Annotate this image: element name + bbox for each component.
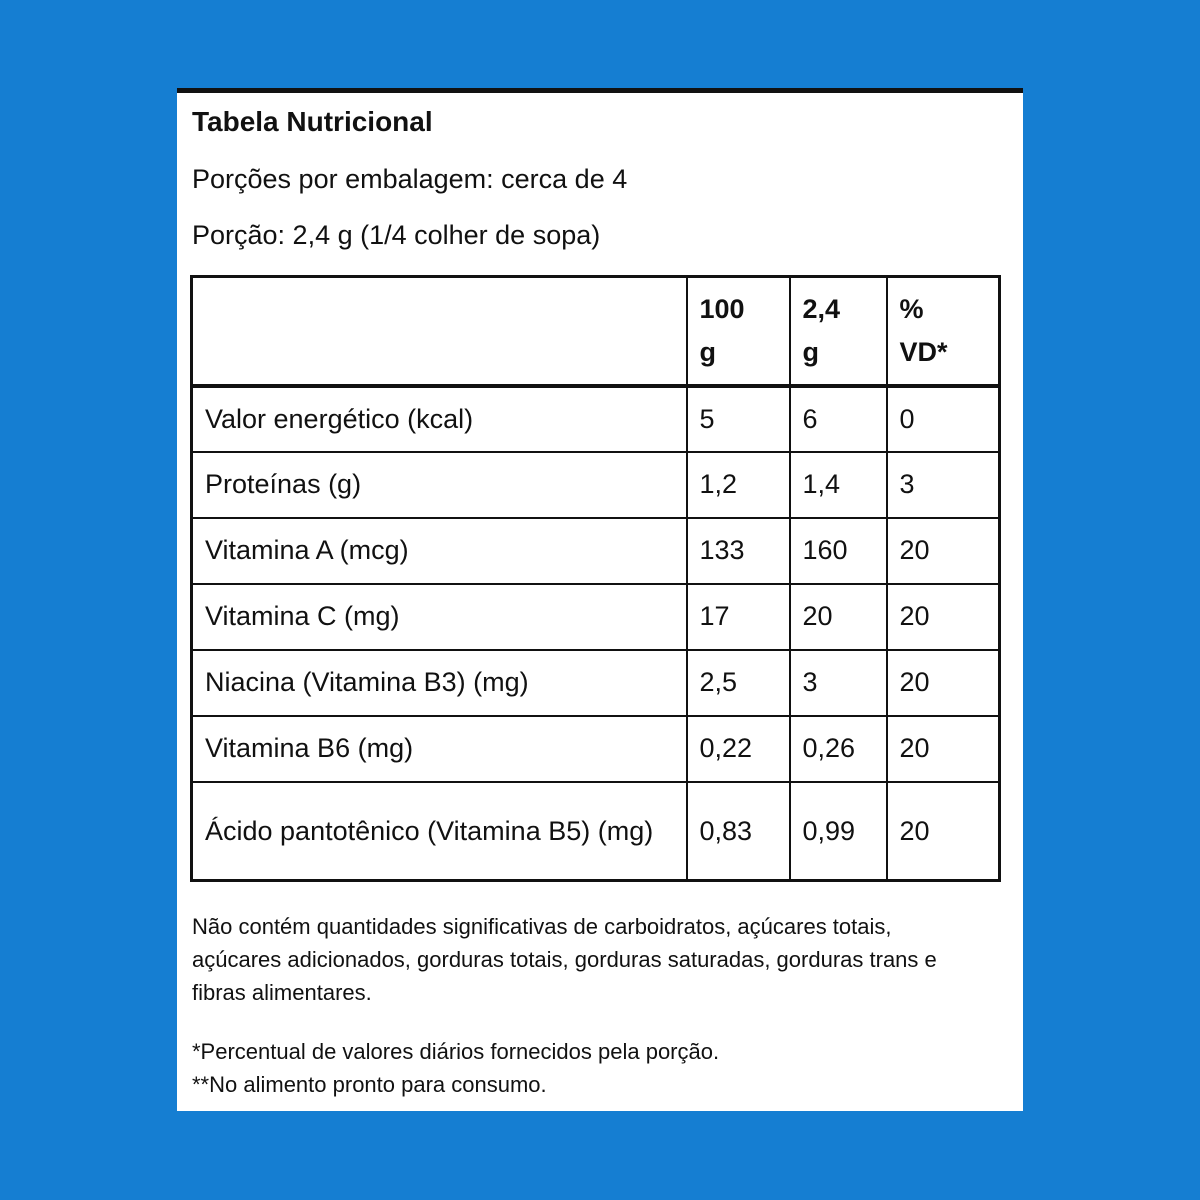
value-100g: 2,5 xyxy=(685,648,791,717)
table-row-protein: Proteínas (g) 1,2 1,4 3 xyxy=(190,450,1001,519)
footnotes-block: *Percentual de valores diários fornecido… xyxy=(192,1035,999,1101)
ready-to-eat-footnote: **No alimento pronto para consumo. xyxy=(192,1072,547,1098)
row-label: Proteínas (g) xyxy=(190,450,688,519)
value-portion: 160 xyxy=(788,516,888,585)
table-row-vitamin-c: Vitamina C (mg) 17 20 20 xyxy=(190,582,1001,651)
table-row-vitamin-b6: Vitamina B6 (mg) 0,22 0,26 20 xyxy=(190,714,1001,783)
col-header-2-4g: 2,4 g xyxy=(788,275,888,388)
value-100g: 17 xyxy=(685,582,791,651)
row-label: Niacina (Vitamina B3) (mg) xyxy=(190,648,688,717)
value-portion: 20 xyxy=(788,582,888,651)
value-portion: 6 xyxy=(788,384,888,453)
value-100g: 5 xyxy=(685,384,791,453)
value-vd: 0 xyxy=(885,384,1001,453)
no-significant-amounts-note: Não contém quantidades significativas de… xyxy=(192,914,937,1006)
table-header-row: 100 g 2,4 g % VD* xyxy=(190,275,1001,388)
value-100g: 1,2 xyxy=(685,450,791,519)
value-vd: 20 xyxy=(885,648,1001,717)
col-header-100g: 100 g xyxy=(685,275,791,388)
value-100g: 0,22 xyxy=(685,714,791,783)
table-row-niacin: Niacina (Vitamina B3) (mg) 2,5 3 20 xyxy=(190,648,1001,717)
col-header-blank xyxy=(190,275,688,388)
value-vd: 20 xyxy=(885,714,1001,783)
nutrition-table: 100 g 2,4 g % VD* Valor energético (kcal… xyxy=(190,275,1001,883)
row-label: Vitamina A (mcg) xyxy=(190,516,688,585)
row-label: Ácido pantotênico (Vitamina B5) (mg) xyxy=(190,780,688,882)
portion-size-text: Porção: 2,4 g (1/4 colher de sopa) xyxy=(192,219,601,250)
value-portion: 3 xyxy=(788,648,888,717)
row-label: Vitamina C (mg) xyxy=(190,582,688,651)
nutrition-table-title: Tabela Nutricional xyxy=(192,106,433,137)
value-vd: 20 xyxy=(885,582,1001,651)
servings-per-package-text: Porções por embalagem: cerca de 4 xyxy=(192,163,628,194)
row-label: Vitamina B6 (mg) xyxy=(190,714,688,783)
col-header-percent-vd: % VD* xyxy=(885,275,1001,388)
value-100g: 133 xyxy=(685,516,791,585)
table-row-energy: Valor energético (kcal) 5 6 0 xyxy=(190,384,1001,453)
row-label: Valor energético (kcal) xyxy=(190,384,688,453)
value-portion: 0,26 xyxy=(788,714,888,783)
value-vd: 20 xyxy=(885,516,1001,585)
daily-values-footnote: *Percentual de valores diários fornecido… xyxy=(192,1039,720,1065)
value-100g: 0,83 xyxy=(685,780,791,882)
table-row-pantothenic-acid: Ácido pantotênico (Vitamina B5) (mg) 0,8… xyxy=(190,780,1001,882)
value-vd: 3 xyxy=(885,450,1001,519)
nutrition-label-card: Tabela Nutricional Porções por embalagem… xyxy=(177,88,1023,1111)
value-portion: 0,99 xyxy=(788,780,888,882)
value-vd: 20 xyxy=(885,780,1001,882)
value-portion: 1,4 xyxy=(788,450,888,519)
table-row-vitamin-a: Vitamina A (mcg) 133 160 20 xyxy=(190,516,1001,585)
